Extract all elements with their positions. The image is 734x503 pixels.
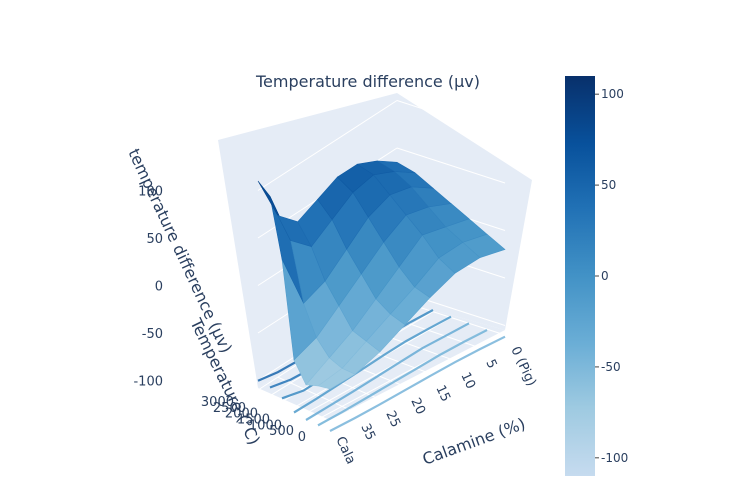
colorbar-tick-label: -50 bbox=[601, 360, 621, 374]
x-tick-label: 0 (Pig) bbox=[507, 344, 538, 388]
y-tick-label: 2000 bbox=[225, 407, 258, 422]
z-tick-label: 0 bbox=[155, 280, 163, 295]
y-tick-label: 3000 bbox=[201, 395, 234, 410]
colorbar-tick-label: 100 bbox=[601, 87, 624, 101]
y-tick-label: 2500 bbox=[213, 401, 246, 416]
wall-gridline bbox=[396, 100, 506, 136]
surface-cell bbox=[376, 160, 416, 174]
y-tick-label: 1500 bbox=[237, 413, 270, 428]
x-tick-label: 20 bbox=[407, 396, 428, 417]
contour-line bbox=[329, 335, 506, 432]
y-tick-label: 0 bbox=[298, 430, 306, 445]
wall-gridline bbox=[396, 147, 506, 184]
x-tick-label: 25 bbox=[382, 409, 403, 430]
floor-gridline bbox=[329, 334, 506, 426]
z-axis-ticks: -100 -50 0 50 100 bbox=[133, 185, 163, 390]
floor-plane bbox=[258, 300, 505, 420]
colorbar-ticks: 100 50 0 -50 -100 bbox=[595, 87, 628, 465]
z-axis-title: temperature difference (μv) bbox=[124, 146, 236, 356]
z-tick-label: -50 bbox=[142, 327, 163, 342]
wall-gridline bbox=[257, 100, 398, 191]
colorbar-tick-label: 0 bbox=[601, 269, 609, 283]
colorbar: 100 50 0 -50 -100 bbox=[565, 76, 628, 476]
z-tick-label: -100 bbox=[133, 375, 163, 390]
z-tick-label: 50 bbox=[146, 232, 163, 247]
x-tick-label: 10 bbox=[457, 370, 478, 391]
chart-title: Temperature difference (μv) bbox=[255, 72, 480, 91]
x-tick-label: 5 bbox=[482, 357, 499, 371]
colorbar-tick-label: 50 bbox=[601, 178, 616, 192]
colorbar-gradient bbox=[565, 76, 595, 476]
colorbar-tick-label: -100 bbox=[601, 451, 628, 465]
x-tick-label: 35 bbox=[357, 421, 378, 442]
x-tick-label: Cala bbox=[332, 434, 358, 466]
x-axis-title: Calamine (%) bbox=[420, 414, 528, 469]
x-tick-label: 15 bbox=[432, 383, 453, 404]
z-tick-label: 100 bbox=[138, 185, 163, 200]
y-tick-label: 1000 bbox=[249, 418, 282, 433]
contour-line bbox=[293, 315, 452, 414]
y-tick-label: 500 bbox=[269, 424, 294, 439]
contour-line bbox=[317, 329, 488, 427]
contour-line bbox=[305, 322, 470, 421]
surface-mesh[interactable] bbox=[257, 160, 506, 390]
